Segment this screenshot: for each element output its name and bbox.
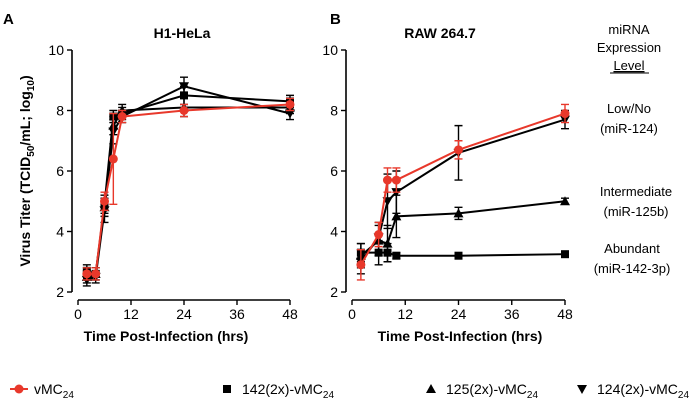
x-tick-label: 36 (504, 306, 520, 322)
level-abundant-mirna: (miR-142-3p) (594, 261, 671, 276)
y-tick-label: 8 (330, 103, 338, 119)
legend-marker (577, 385, 587, 394)
legend-label-sub: 24 (63, 390, 75, 401)
data-point (179, 106, 189, 115)
y-label-part: /mL; log (17, 91, 33, 145)
y-tick-label: 10 (48, 42, 64, 58)
x-axis-label-a: Time Post-Infection (hrs) (84, 328, 249, 344)
y-tick-label: 6 (330, 163, 338, 179)
x-tick-label: 12 (397, 306, 413, 322)
x-axis-label-b: Time Post-Infection (hrs) (378, 328, 543, 344)
x-tick-label: 36 (229, 306, 245, 322)
x-tick-label: 24 (451, 306, 467, 322)
legend: vMC24 142(2x)-vMC24 125(2x)-vMC24 124(2x)-v… (10, 381, 689, 401)
series-line (360, 112, 566, 266)
x-tick-label: 48 (557, 306, 573, 322)
data-point (82, 269, 92, 279)
y-label-part: ) (17, 75, 33, 80)
mirna-annotations: miRNA Expression Level Low/No (miR-124) … (594, 22, 672, 276)
data-point (374, 230, 384, 240)
data-point (100, 196, 109, 206)
series-line (86, 103, 291, 275)
level-intermediate-name: Intermediate (600, 184, 672, 199)
mirna-header-line1: miRNA (608, 22, 649, 37)
legend-label: 142(2x)-vMC24 (242, 381, 334, 401)
legend-marker (223, 385, 231, 393)
data-point (392, 251, 401, 260)
series-line (86, 106, 290, 278)
panel-b-letter: B (330, 11, 341, 28)
legend-label-base: 125(2x)-vMC (446, 381, 527, 397)
panel-b-title: RAW 264.7 (404, 25, 476, 41)
panel-a-letter: A (3, 11, 14, 28)
data-point (391, 175, 401, 185)
y-label-part: Virus Titer (TCID (17, 157, 33, 267)
data-point (285, 109, 295, 119)
data-point (561, 250, 569, 259)
data-point (383, 175, 392, 185)
data-point (453, 208, 464, 218)
x-tick-label: 0 (348, 306, 356, 322)
legend-label: vMC24 (34, 381, 74, 401)
legend-label: 124(2x)-vMC24 (597, 381, 689, 401)
y-axis-label: Virus Titer (TCID50/mL; log10) (17, 75, 37, 266)
legend-label-sub: 24 (323, 390, 335, 401)
y-tick-label: 10 (322, 42, 338, 58)
data-point (117, 112, 127, 122)
x-tick-label: 24 (176, 306, 192, 322)
y-tick-label: 4 (56, 224, 64, 240)
y-tick-label: 4 (330, 224, 338, 240)
data-point (108, 154, 118, 164)
data-point (391, 211, 402, 221)
level-low-mirna: (miR-124) (600, 121, 658, 136)
panel-a-title: H1-HeLa (154, 25, 211, 41)
legend-marker (426, 384, 436, 393)
x-tick-label: 12 (123, 306, 139, 322)
data-point (356, 260, 366, 270)
level-low-name: Low/No (607, 101, 651, 116)
data-point (179, 82, 189, 92)
data-point (560, 109, 570, 119)
legend-label: 125(2x)-vMC24 (446, 381, 538, 401)
data-point (285, 99, 295, 109)
legend-label-base: vMC (34, 381, 63, 397)
y-label-sub: 50 (26, 145, 37, 157)
data-point (454, 145, 463, 155)
legend-label-base: 142(2x)-vMC (242, 381, 323, 397)
mirna-header-line2: Expression (597, 40, 661, 55)
level-intermediate-mirna: (miR-125b) (603, 204, 668, 219)
legend-label-sub: 24 (527, 390, 539, 401)
data-point (382, 238, 393, 248)
series-line (360, 118, 566, 263)
data-point (454, 251, 463, 260)
y-tick-label: 8 (56, 103, 64, 119)
y-label-sub: 10 (26, 80, 37, 92)
x-tick-label: 0 (74, 306, 82, 322)
y-tick-label: 2 (330, 284, 338, 300)
data-point (560, 196, 570, 206)
data-point (91, 269, 101, 279)
legend-marker (14, 384, 24, 394)
y-tick-label: 2 (56, 284, 64, 300)
mirna-header-line3: Level (613, 58, 644, 73)
x-tick-label: 48 (282, 306, 298, 322)
legend-label-base: 124(2x)-vMC (597, 381, 678, 397)
level-abundant-name: Abundant (604, 241, 660, 256)
legend-label-sub: 24 (678, 390, 690, 401)
y-tick-label: 6 (56, 163, 64, 179)
